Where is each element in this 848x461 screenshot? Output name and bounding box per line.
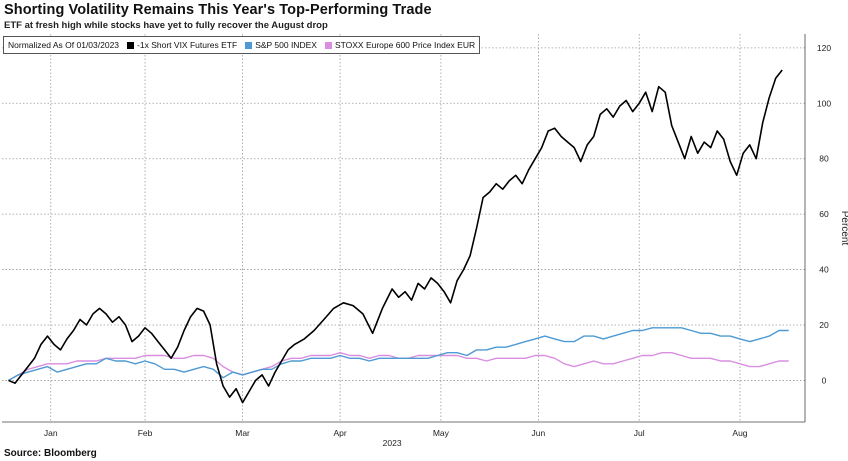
chart-subtitle: ETF at fresh high while stocks have yet …: [4, 20, 328, 31]
y-tick-label-0: 0: [822, 375, 827, 385]
y-tick-label-100: 100: [817, 98, 831, 108]
y-tick-label-60: 60: [819, 209, 829, 219]
series-line-stoxx600: [8, 352, 789, 382]
x-tick-label-feb: Feb: [138, 428, 153, 438]
legend-label-short-vix: -1x Short VIX Futures ETF: [137, 40, 238, 50]
legend-label-stoxx600: STOXX Europe 600 Price Index EUR: [334, 40, 476, 50]
x-tick-label-mar: Mar: [235, 428, 250, 438]
series-lines: [8, 69, 789, 404]
legend-item-stoxx600: STOXX Europe 600 Price Index EUR: [324, 40, 476, 50]
chart-source: Source: Bloomberg: [4, 448, 97, 459]
y-tick-label-40: 40: [819, 265, 829, 275]
x-tick-label-aug: Aug: [732, 428, 747, 438]
x-axis-year-label: 2023: [383, 438, 402, 448]
legend-item-sp500: S&P 500 INDEX: [245, 40, 317, 50]
x-tick-label-jul: Jul: [634, 428, 645, 438]
axes: 0 20 40 60 80 100 120 Jan Feb Mar Apr May Jun Jul Aug 2…: [2, 34, 848, 448]
legend: Normalized As Of 01/03/2023 -1x Short VI…: [3, 36, 481, 54]
legend-note: Normalized As Of 01/03/2023: [8, 40, 120, 50]
legend-item-short-vix: -1x Short VIX Futures ETF: [127, 40, 237, 50]
chart-title: Shorting Volatility Remains This Year's …: [4, 2, 432, 18]
y-tick-label-20: 20: [819, 320, 829, 330]
y-axis-label: Percent: [839, 211, 848, 246]
y-tick-label-80: 80: [819, 154, 829, 164]
x-tick-label-jun: Jun: [532, 428, 546, 438]
x-tick-label-may: May: [433, 428, 450, 438]
x-tick-label-apr: Apr: [333, 428, 346, 438]
x-tick-label-jan: Jan: [44, 428, 58, 438]
grid: [2, 34, 805, 422]
legend-swatch-short-vix: [127, 41, 135, 49]
y-tick-label-120: 120: [817, 43, 831, 53]
legend-swatch-stoxx600: [324, 41, 332, 49]
series-line-sp500: [8, 327, 789, 382]
series-line-short-vix: [8, 69, 783, 404]
legend-label-sp500: S&P 500 INDEX: [255, 40, 317, 50]
legend-swatch-sp500: [245, 41, 253, 49]
